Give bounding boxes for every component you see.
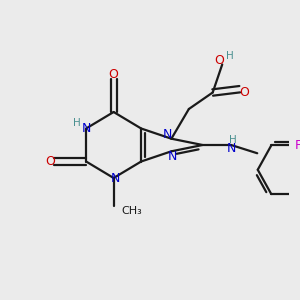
Text: CH₃: CH₃ [121, 206, 142, 216]
Text: O: O [109, 68, 118, 82]
Text: H: H [226, 51, 234, 62]
Text: N: N [111, 172, 120, 184]
Text: N: N [168, 150, 177, 163]
Text: H: H [229, 135, 237, 145]
Text: N: N [226, 142, 236, 154]
Text: O: O [240, 86, 250, 99]
Text: H: H [73, 118, 80, 128]
Text: O: O [214, 54, 224, 67]
Text: N: N [81, 122, 91, 135]
Text: F: F [295, 139, 300, 152]
Text: O: O [46, 155, 56, 168]
Text: N: N [163, 128, 172, 141]
